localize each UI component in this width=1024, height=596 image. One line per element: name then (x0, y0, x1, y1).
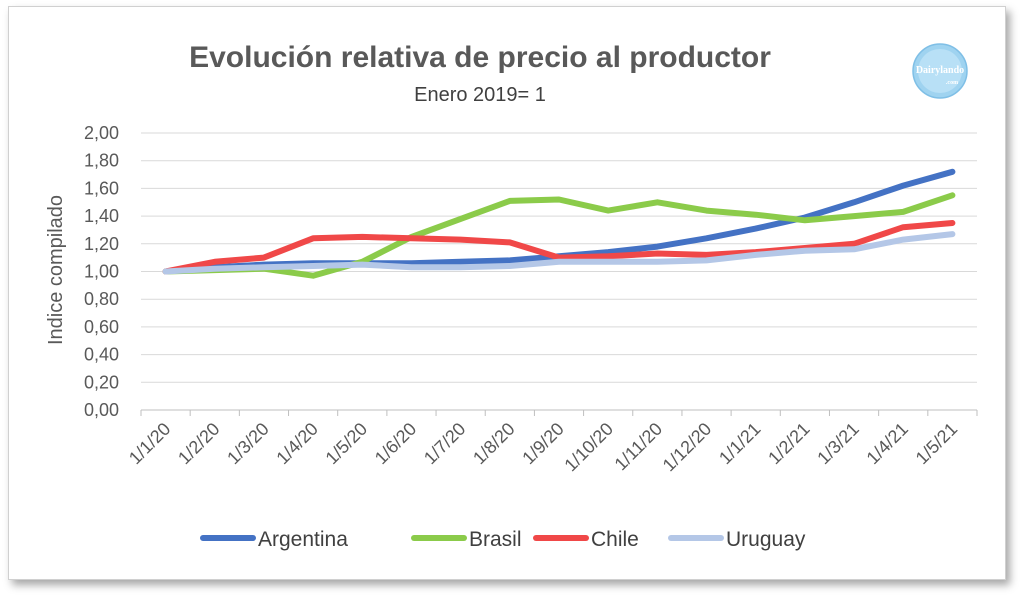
y-tick-label: 0,20 (84, 372, 119, 392)
logo-subtext: .com (946, 80, 958, 86)
series-line-brasil (162, 192, 956, 279)
x-tick-label: 1/1/21 (715, 419, 765, 469)
legend: Argentina Brasil Chile Uruguay (200, 528, 806, 551)
series-line-chile (162, 220, 956, 275)
x-tick-label: 1/4/21 (863, 419, 913, 469)
legend-label: Brasil (469, 528, 522, 551)
x-tick-label: 1/2/21 (764, 419, 814, 469)
x-tick-label: 1/12/20 (659, 419, 716, 476)
x-tick-label: 1/5/20 (322, 419, 372, 469)
x-tick-label: 1/3/20 (223, 419, 273, 469)
y-tick-label: 1,80 (84, 151, 119, 171)
x-tick-label: 1/7/20 (420, 419, 470, 469)
x-tick-label: 1/2/20 (174, 419, 224, 469)
x-tick-label: 1/1/20 (125, 419, 175, 469)
y-tick-label: 0,00 (84, 400, 119, 420)
y-tick-label: 0,80 (84, 289, 119, 309)
x-tick-label: 1/10/20 (560, 419, 617, 476)
y-tick-label: 1,20 (84, 234, 119, 254)
legend-item-chile: Chile (533, 528, 639, 551)
legend-item-argentina: Argentina (200, 528, 348, 551)
x-tick-label: 1/4/20 (272, 419, 322, 469)
chart-frame (8, 6, 1006, 580)
x-tick-label: 1/8/20 (469, 419, 519, 469)
x-tick-label: 1/3/21 (813, 419, 863, 469)
dairylando-logo: Dairylando .com (912, 43, 968, 99)
chart-subtitle: Enero 2019= 1 (414, 84, 546, 106)
series-lines (162, 168, 956, 279)
y-tick-label: 1,40 (84, 206, 119, 226)
x-tick-label: 1/6/20 (371, 419, 421, 469)
y-tick-label: 0,40 (84, 345, 119, 365)
y-tick-label: 2,00 (84, 123, 119, 143)
y-axis-label: Indice compilado (45, 195, 67, 345)
legend-label: Argentina (258, 528, 348, 551)
legend-item-uruguay: Uruguay (668, 528, 806, 551)
legend-item-brasil: Brasil (411, 528, 522, 551)
y-tick-label: 1,00 (84, 262, 119, 282)
legend-label: Chile (591, 528, 639, 551)
series-line-uruguay (162, 231, 956, 275)
y-tick-label: 1,60 (84, 178, 119, 198)
y-tick-label: 0,60 (84, 317, 119, 337)
gridlines (141, 132, 977, 383)
logo-text: Dairylando (916, 65, 964, 76)
chart-title: Evolución relativa de precio al producto… (189, 41, 771, 74)
legend-label: Uruguay (726, 528, 806, 551)
x-tick-label: 1/5/21 (912, 419, 962, 469)
x-axis: 1/1/20 1/2/20 1/3/20 1/4/20 1/5/20 1/6/20 1/7/… (125, 409, 978, 476)
y-tick-labels: 0,00 0,20 0,40 0,60 0,80 1,00 1,20 1,40 1,60 1,80… (84, 123, 119, 420)
x-tick-label: 1/11/20 (611, 419, 667, 475)
